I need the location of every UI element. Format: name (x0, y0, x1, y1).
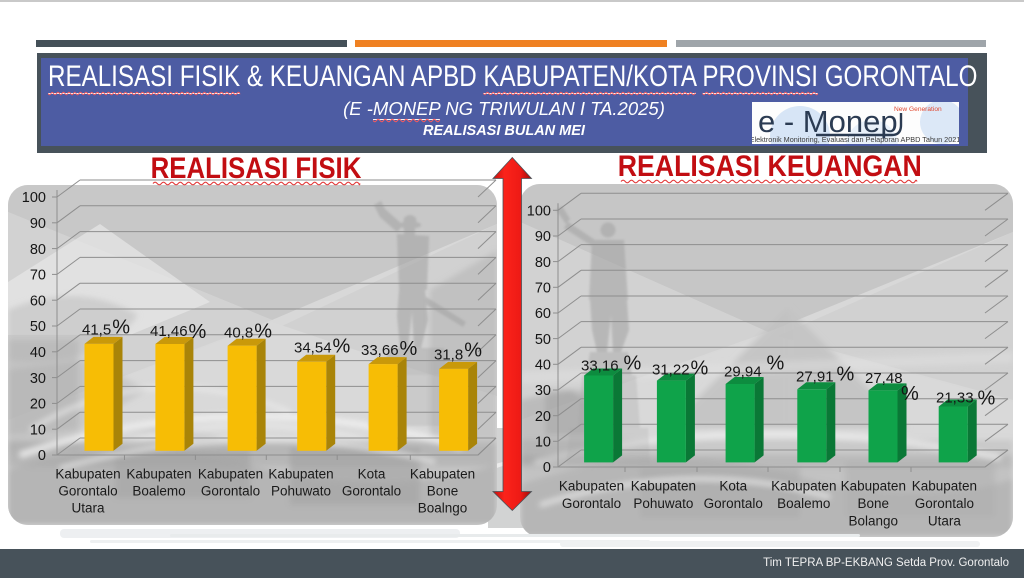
svg-text:Boalemo: Boalemo (132, 484, 185, 499)
svg-text:Kota: Kota (719, 479, 747, 494)
svg-text:Kabupaten: Kabupaten (268, 467, 333, 482)
svg-text:70: 70 (30, 268, 46, 284)
svg-text:Gorontalo: Gorontalo (704, 496, 763, 511)
svg-text:Kabupaten: Kabupaten (55, 467, 120, 482)
svg-text:New Generation: New Generation (894, 106, 942, 113)
svg-text:Pohuwato: Pohuwato (633, 496, 693, 511)
svg-text:Bone: Bone (427, 484, 459, 499)
svg-text:90: 90 (30, 216, 46, 232)
svg-text:Kabupaten: Kabupaten (410, 467, 475, 482)
svg-text:40: 40 (535, 358, 551, 374)
svg-text:40: 40 (30, 345, 46, 361)
svg-text:27,48: 27,48 (865, 370, 903, 387)
svg-text:e - Monep: e - Monep (758, 104, 898, 139)
svg-text:Kabupaten: Kabupaten (198, 467, 263, 482)
svg-text:60: 60 (535, 306, 551, 322)
svg-text:%: % (901, 383, 919, 405)
svg-text:Kabupaten: Kabupaten (841, 479, 906, 494)
svg-text:Bolango: Bolango (849, 514, 899, 529)
svg-text:90: 90 (535, 229, 551, 245)
svg-text:Kabupaten: Kabupaten (126, 467, 191, 482)
svg-text:10: 10 (535, 435, 551, 451)
svg-text:Gorontalo: Gorontalo (342, 484, 401, 499)
svg-text:10: 10 (30, 422, 46, 438)
svg-text:80: 80 (535, 255, 551, 271)
svg-text:31,22%: 31,22% (652, 358, 709, 380)
svg-text:40,8%: 40,8% (224, 321, 272, 343)
svg-text:Gorontalo: Gorontalo (915, 496, 974, 511)
svg-text:Pohuwato: Pohuwato (271, 484, 331, 499)
svg-text:0: 0 (543, 460, 551, 476)
svg-text:Kabupaten: Kabupaten (912, 479, 977, 494)
svg-text:Gorontalo: Gorontalo (201, 484, 260, 499)
svg-text:33,16%: 33,16% (581, 353, 642, 375)
svg-text:Kabupaten: Kabupaten (771, 479, 836, 494)
svg-text:30: 30 (30, 371, 46, 387)
svg-text:100: 100 (527, 204, 551, 220)
svg-text:30: 30 (535, 383, 551, 399)
svg-text:41,5%: 41,5% (82, 317, 130, 339)
svg-text:34,54%: 34,54% (294, 336, 351, 358)
svg-text:70: 70 (535, 281, 551, 297)
svg-text:Utara: Utara (71, 501, 105, 516)
svg-text:Kabupaten: Kabupaten (559, 479, 624, 494)
svg-text:Gorontalo: Gorontalo (58, 484, 117, 499)
svg-text:20: 20 (30, 397, 46, 413)
svg-text:27,91%: 27,91% (796, 364, 855, 386)
svg-text:41,46%: 41,46% (150, 321, 207, 343)
svg-text:80: 80 (30, 242, 46, 258)
svg-text:Bone: Bone (858, 496, 890, 511)
svg-text:100: 100 (22, 190, 46, 206)
svg-text:50: 50 (535, 332, 551, 348)
svg-text:21,33%: 21,33% (936, 388, 996, 410)
svg-text:20: 20 (535, 409, 551, 425)
svg-text:Boalngo: Boalngo (418, 501, 468, 516)
svg-text:60: 60 (30, 293, 46, 309)
svg-text:Kota: Kota (358, 467, 386, 482)
svg-text:Boalemo: Boalemo (777, 496, 830, 511)
svg-text:0: 0 (38, 448, 46, 464)
svg-text:Gorontalo: Gorontalo (562, 496, 621, 511)
svg-text:Kabupaten: Kabupaten (631, 479, 696, 494)
svg-text:33,66%: 33,66% (361, 338, 418, 360)
svg-text:Elektronik Monitoring, Evaluas: Elektronik Monitoring, Evaluasi dan Pela… (752, 135, 959, 144)
svg-text:50: 50 (30, 319, 46, 335)
svg-text:Utara: Utara (928, 514, 962, 529)
